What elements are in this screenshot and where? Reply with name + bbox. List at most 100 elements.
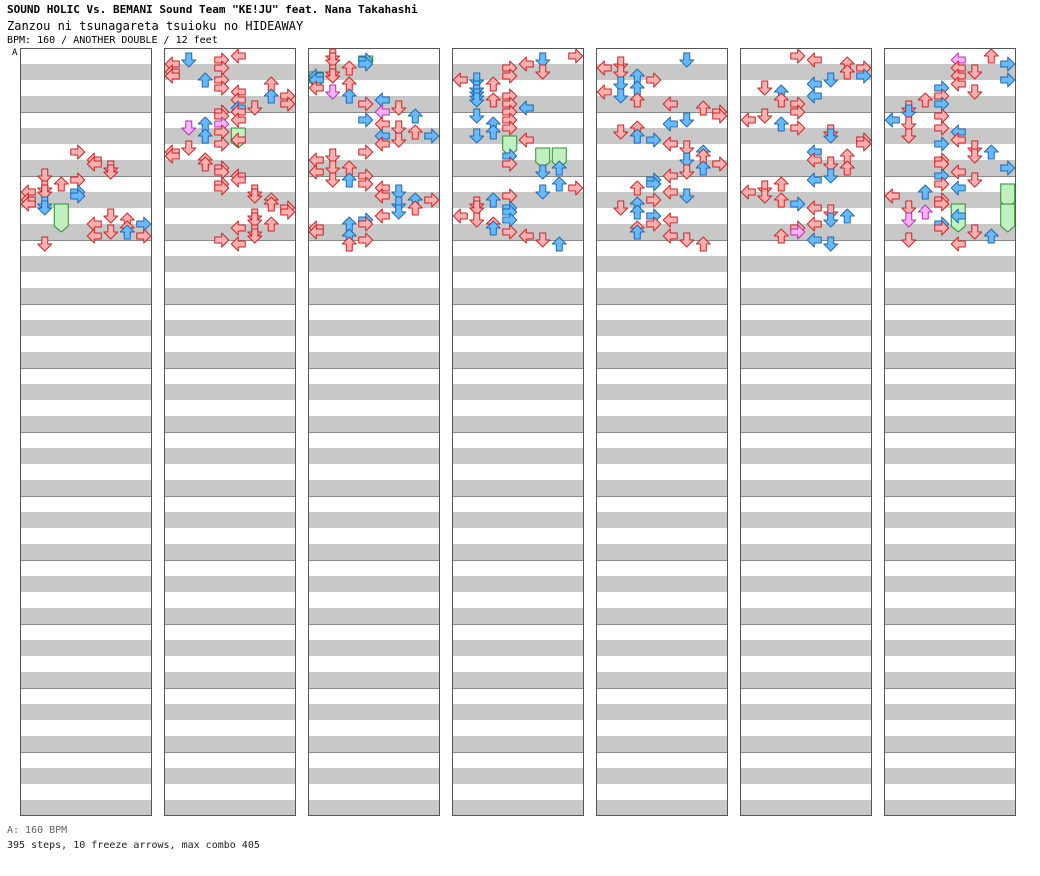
up-arrow-icon [197,156,213,172]
right-arrow-icon [214,136,230,152]
up-arrow-icon [341,172,357,188]
left-arrow-icon [662,228,678,244]
down-arrow-icon [391,100,407,116]
down-arrow-icon [469,200,485,216]
right-arrow-icon [934,196,950,212]
right-arrow-icon [70,144,86,160]
left-arrow-icon [662,168,678,184]
down-arrow-icon [535,184,551,200]
up-arrow-icon [839,64,855,80]
up-arrow-icon [485,220,501,236]
up-arrow-icon [53,176,69,192]
down-arrow-icon [181,120,197,136]
freeze-arrow [53,203,69,233]
up-arrow-icon [341,88,357,104]
right-arrow-icon [790,196,806,212]
right-arrow-icon [358,56,374,72]
right-arrow-icon [358,144,374,160]
right-arrow-icon [70,188,86,204]
down-arrow-icon [391,132,407,148]
down-arrow-icon [679,140,695,156]
right-arrow-icon [790,48,806,64]
up-arrow-icon [341,60,357,76]
up-arrow-icon [629,204,645,220]
right-arrow-icon [1000,160,1016,176]
up-arrow-icon [551,160,567,176]
left-arrow-icon [662,116,678,132]
right-arrow-icon [280,96,296,112]
down-arrow-icon [679,188,695,204]
down-arrow-icon [823,156,839,172]
down-arrow-icon [679,232,695,248]
right-arrow-icon [502,120,518,136]
left-arrow-icon [308,80,324,96]
down-arrow-icon [469,92,485,108]
up-arrow-icon [263,216,279,232]
right-arrow-icon [712,108,728,124]
right-arrow-icon [646,192,662,208]
left-arrow-icon [230,48,246,64]
right-arrow-icon [856,68,872,84]
left-arrow-icon [740,112,756,128]
down-arrow-icon [103,164,119,180]
down-arrow-icon [613,76,629,92]
right-arrow-icon [358,96,374,112]
right-arrow-icon [358,232,374,248]
left-arrow-icon [518,132,534,148]
chart-column [164,48,296,816]
left-arrow-icon [806,152,822,168]
down-arrow-icon [967,224,983,240]
right-arrow-icon [358,216,374,232]
right-arrow-icon [424,192,440,208]
right-arrow-icon [136,228,152,244]
left-arrow-icon [806,88,822,104]
left-arrow-icon [452,208,468,224]
down-arrow-icon [613,124,629,140]
chart-stats: 395 steps, 10 freeze arrows, max combo 4… [7,840,260,851]
down-arrow-icon [37,200,53,216]
up-arrow-icon [629,128,645,144]
right-arrow-icon [214,232,230,248]
up-arrow-icon [485,192,501,208]
down-arrow-icon [247,228,263,244]
down-arrow-icon [535,232,551,248]
down-arrow-icon [679,164,695,180]
left-arrow-icon [230,220,246,236]
right-arrow-icon [568,48,584,64]
left-arrow-icon [950,76,966,92]
down-arrow-icon [325,172,341,188]
left-arrow-icon [452,72,468,88]
up-arrow-icon [773,176,789,192]
up-arrow-icon [119,224,135,240]
down-arrow-icon [613,200,629,216]
down-arrow-icon [823,168,839,184]
right-arrow-icon [934,220,950,236]
chart-column [884,48,1016,816]
down-arrow-icon [325,84,341,100]
right-arrow-icon [502,156,518,172]
left-arrow-icon [518,56,534,72]
left-arrow-icon [950,236,966,252]
down-arrow-icon [247,188,263,204]
down-arrow-icon [679,52,695,68]
down-arrow-icon [37,236,53,252]
bpm-legend: A: 160 BPM [7,825,68,836]
down-arrow-icon [757,188,773,204]
down-arrow-icon [901,212,917,228]
chart-column [452,48,584,816]
left-arrow-icon [884,188,900,204]
chart-info: BPM: 160 / ANOTHER DOUBLE / 12 feet [7,35,218,46]
down-arrow-icon [469,128,485,144]
down-arrow-icon [469,212,485,228]
right-arrow-icon [502,224,518,240]
up-arrow-icon [773,228,789,244]
right-arrow-icon [646,216,662,232]
left-arrow-icon [374,208,390,224]
down-arrow-icon [679,112,695,128]
down-arrow-icon [535,164,551,180]
down-arrow-icon [901,116,917,132]
right-arrow-icon [1000,72,1016,88]
down-arrow-icon [823,212,839,228]
down-arrow-icon [325,148,341,164]
